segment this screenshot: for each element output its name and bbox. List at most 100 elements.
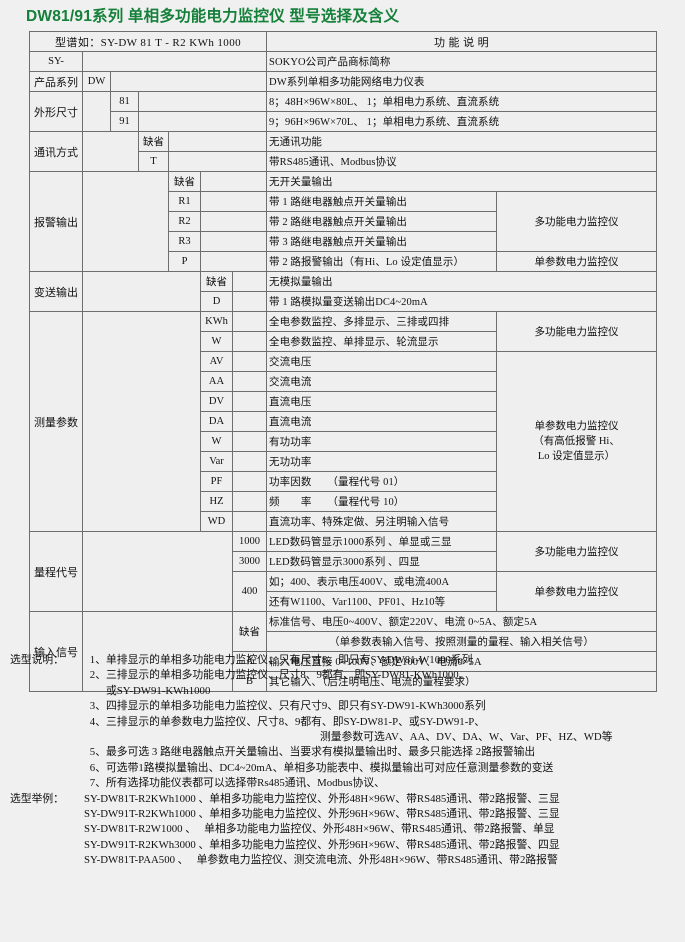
code-cell-r3: R3: [168, 231, 201, 252]
blank-cell: [137, 91, 268, 112]
desc-cell: 8；48H×96W×80L、 1；单相电力系统、直流系统: [266, 91, 658, 112]
selection-notes-label: 选型说明：: [10, 654, 64, 666]
note-number: 7、: [89, 777, 106, 790]
notes-section: 选型说明： 1、 单排显示的单相多功能电力监控仪、只有尺寸8、即只有SY-DW8…: [10, 655, 678, 870]
note-text: 三排显示的单参数电力监控仪、尺寸8、9都有、即SY-DW81-P、或SY-DW9…: [106, 715, 486, 728]
code-cell-kwh: KWh: [200, 311, 233, 332]
code-cell-1000: 1000: [231, 531, 268, 552]
desc-cell: 无模拟量输出: [266, 271, 658, 292]
note-item: 3、 四排显示的单相多功能电力监控仪、只有尺寸9、即只有SY-DW91-KWh3…: [10, 701, 678, 712]
desc-cell: 无开关量输出: [266, 171, 658, 192]
code-cell-hz: HZ: [200, 491, 233, 512]
code-cell-r1: R1: [168, 191, 201, 212]
table-row: R3 带 3 路继电器触点开关量输出: [30, 231, 657, 252]
page-title: DW81/91系列 单相多功能电力监控仪 型号选择及含义: [26, 8, 400, 25]
desc-cell: 如；400、表示电压400V、或电流400A: [266, 571, 498, 592]
blank-cell: [231, 431, 268, 452]
side-label-measure-single: 单参数电力监控仪 （有高低报警 Hi、 Lo 设定值显示）: [496, 351, 658, 532]
code-cell-91: 91: [110, 111, 139, 132]
blank-cell: [81, 51, 268, 72]
note-number: 6、: [89, 761, 106, 774]
blank-cell: [231, 411, 268, 432]
table-row: R1 带 1 路继电器触点开关量输出 多功能电力监控仪: [30, 191, 658, 252]
group-label-size: 外形尺寸: [29, 91, 83, 132]
note-item: 5、 最多可选 3 路继电器触点开关量输出、当要求有模拟量输出时、最多只能选择 …: [10, 747, 678, 758]
desc-cell: 输入电压直接 0~100V、额定100V、电流0~5A: [266, 651, 658, 672]
table-row: W 有功功率: [30, 431, 657, 452]
blank-cell: [167, 151, 268, 172]
desc-cell: LED数码管显示3000系列 、四显: [266, 551, 498, 572]
table-row: 报警输出 缺省 无开关量输出: [29, 171, 658, 272]
blank-cell: [82, 531, 233, 612]
blank-cell: [82, 131, 139, 172]
blank-cell: [231, 451, 268, 472]
desc-cell: 有功功率: [266, 431, 498, 452]
desc-cell: 交流电流: [266, 371, 498, 392]
note-text: 或SY-DW91-KWh1000: [106, 684, 211, 697]
table-row: R2 带 2 路继电器触点开关量输出: [30, 211, 657, 232]
blank-cell: [82, 271, 201, 312]
group-label-measure: 测量参数: [29, 311, 83, 532]
table-row: 输入信号 缺省 标准信号、电压0~400V、额定220V、电流 0~5A、额定5…: [29, 611, 658, 692]
side-label-alarm-single: 单参数电力监控仪: [496, 251, 658, 272]
code-cell-wd: WD: [200, 511, 233, 532]
code-cell-aa: AA: [200, 371, 233, 392]
code-cell-81: 81: [110, 91, 139, 112]
blank-cell: [137, 111, 268, 132]
note-text: 所有选择功能仪表都可以选择带Rs485通讯、Modbus协议、: [106, 777, 385, 790]
desc-cell: 功率因数 （量程代号 01）: [266, 471, 498, 492]
table-row: PF 功率因数 （量程代号 01）: [30, 471, 657, 492]
code-cell-w: W: [200, 331, 233, 352]
code-cell-d: D: [200, 291, 233, 312]
code-cell-var: Var: [200, 451, 233, 472]
desc-cell: DW系列单相多功能网络电力仪表: [266, 71, 658, 92]
note-item: 6、 可选带1路模拟量输出、DC4~20mA、单相多功能表中、模拟量输出可对应任…: [10, 761, 678, 774]
desc-cell: 带 2 路继电器触点开关量输出: [266, 211, 498, 232]
model-example-header: 型谱如：SY-DW 81 T - R2 KWh 1000: [28, 31, 268, 52]
group-label-transmit: 变送输出: [29, 271, 83, 312]
desc-cell: 无功功率: [266, 451, 498, 472]
desc-cell: 全电参数监控、多排显示、三排或四排: [266, 311, 498, 332]
desc-cell: 带 3 路继电器触点开关量输出: [266, 231, 498, 252]
blank-cell: [199, 171, 268, 192]
code-cell-default: 缺省: [231, 611, 268, 652]
note-item: 选型说明： 1、 单排显示的单相多功能电力监控仪、只有尺寸8、即只有SY-DW8…: [10, 655, 678, 666]
code-cell-t: T: [138, 151, 169, 172]
blank-cell: [199, 251, 268, 272]
group-label-alarm: 报警输出: [29, 171, 83, 272]
note-text: 可选带1路模拟量输出、DC4~20mA、单相多功能表中、模拟量输出可对应任意测量…: [106, 761, 554, 774]
side-label-line-1: 单参数电力监控仪: [534, 420, 619, 432]
desc-cell: 还有W1100、Var1100、PF01、Hz10等: [266, 591, 498, 612]
example-item: 选型举例： SY-DW81T-R2KWh1000 、单相多功能电力监控仪、外形4…: [10, 792, 678, 805]
note-number: 5、: [89, 746, 106, 759]
side-label-range-multi: 多功能电力监控仪: [496, 531, 658, 572]
code-cell-3000: 3000: [231, 551, 268, 572]
desc-cell: LED数码管显示1000系列 、单显或三显: [266, 531, 498, 552]
blank-cell: [231, 391, 268, 412]
note-text: 单排显示的单相多功能电力监控仪、只有尺寸8、即只有SY-DW81-W1000系列: [106, 654, 473, 666]
table-row: SY- SOKYO公司产品商标简称: [29, 51, 658, 72]
code-cell-p: P: [168, 251, 201, 272]
note-text: 三排显示的单相多功能电力监控仪、尺寸8、9都有、即SY-DW81-KWh1000…: [106, 669, 470, 682]
blank-cell: [199, 211, 268, 232]
blank-cell: [231, 271, 268, 292]
note-number: 4、: [89, 715, 106, 728]
note-item: 4、 三排显示的单参数电力监控仪、尺寸8、9都有、即SY-DW81-P、或SY-…: [10, 715, 678, 728]
table-row: Var 无功功率: [30, 451, 657, 472]
desc-cell: 其它输入、（后注明电压、电流的量程要求）: [266, 671, 658, 692]
desc-cell: 直流功率、特殊定做、另注明输入信号: [266, 511, 498, 532]
example-item: SY-DW81T-R2W1000 、 单相多功能电力监控仪、外形48H×96W、…: [10, 824, 678, 835]
example-item: SY-DW81T-PAA500 、 单参数电力监控仪、测交流电流、外形48H×9…: [10, 855, 678, 866]
blank-cell: [231, 491, 268, 512]
table-row: A 输入电压直接 0~100V、额定100V、电流0~5A: [30, 651, 658, 672]
table-row: B 其它输入、（后注明电压、电流的量程要求）: [30, 671, 658, 692]
group-label-series: 产品系列: [29, 71, 83, 92]
note-item: 测量参数可选AV、AA、DV、DA、W、Var、PF、HZ、WD等: [10, 732, 678, 743]
desc-cell: （单参数表输入信号、按照测量的量程、输入相关信号）: [266, 631, 658, 652]
examples-label: 选型举例：: [10, 792, 64, 805]
example-item: SY-DW91T-R2KWh3000 、单相多功能电力监控仪、外形96H×96W…: [10, 839, 678, 851]
blank-cell: [231, 511, 268, 532]
table-row: HZ 频 率 （量程代号 10）: [30, 491, 657, 512]
desc-cell: 交流电压: [266, 351, 498, 372]
